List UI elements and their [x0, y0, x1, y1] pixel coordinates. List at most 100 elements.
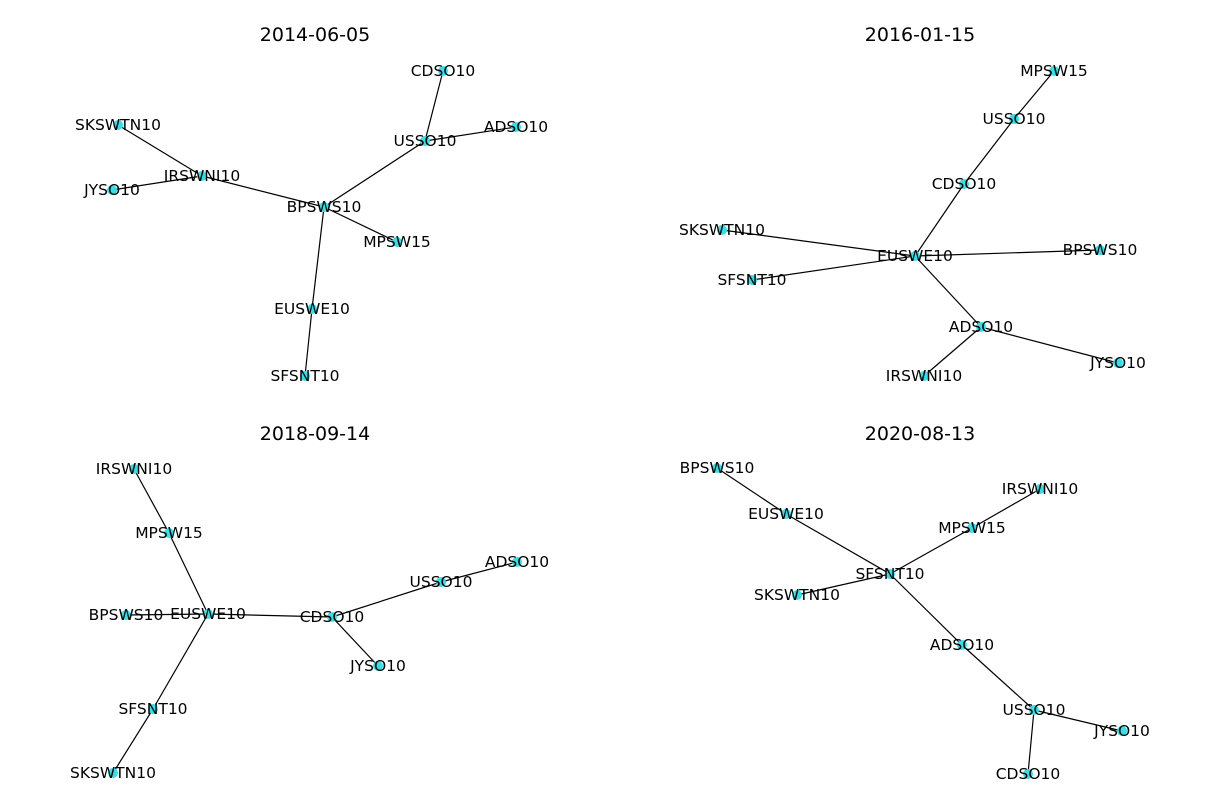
- node-dot: [712, 463, 722, 473]
- node-dot: [436, 577, 446, 587]
- node-label: ADSO10: [485, 553, 549, 571]
- node-dot: [792, 590, 802, 600]
- node-dot: [781, 509, 791, 519]
- node-label: ADSO10: [484, 118, 548, 136]
- node-euswe10: EUSWE10: [170, 605, 246, 623]
- node-skswtn10: SKSWTN10: [754, 586, 840, 604]
- node-usso10: USSO10: [394, 132, 457, 150]
- node-cdso10: CDSO10: [300, 608, 365, 626]
- node-dot: [300, 371, 310, 381]
- edge-adso10-usso10: [961, 644, 1035, 711]
- node-label: ADSO10: [930, 636, 994, 654]
- node-dot: [1035, 484, 1045, 494]
- node-label: CDSO10: [411, 62, 476, 80]
- node-jyso10: JYSO10: [1093, 722, 1150, 740]
- node-dot: [203, 609, 213, 619]
- edge-adso10-jyso10: [980, 326, 1119, 364]
- node-usso10: USSO10: [983, 110, 1046, 128]
- node-dot: [107, 185, 117, 195]
- node-label: BPSWS10: [287, 198, 362, 216]
- node-dot: [910, 251, 920, 261]
- node-dot: [511, 122, 521, 132]
- panel-title-1: 2014-06-05: [260, 24, 370, 46]
- node-cdso10: CDSO10: [932, 175, 997, 193]
- node-dot: [717, 225, 727, 235]
- edge-euswe10-sfsnt10: [304, 308, 313, 377]
- node-skswtn10: SKSWTN10: [75, 116, 161, 134]
- panel-title-2: 2016-01-15: [865, 24, 975, 46]
- node-dot: [1117, 726, 1127, 736]
- edge-bpsws10-mpsw15: [323, 206, 398, 243]
- node-label: CDSO10: [300, 608, 365, 626]
- edge-cdso10-usso10: [331, 581, 442, 618]
- node-dot: [967, 523, 977, 533]
- node-label: SKSWTN10: [754, 586, 840, 604]
- node-label: EUSWE10: [274, 300, 350, 318]
- node-adso10: ADSO10: [485, 553, 549, 571]
- node-label: USSO10: [983, 110, 1046, 128]
- edge-bpsws10-euswe10: [125, 613, 209, 616]
- node-label: MPSW15: [363, 233, 431, 251]
- node-dot: [438, 66, 448, 76]
- node-bpsws10: BPSWS10: [680, 459, 755, 477]
- node-irswni10: IRSWNI10: [1002, 480, 1078, 498]
- edge-sfsnt10-skswtn10: [112, 708, 154, 774]
- node-label: IRSWNI10: [1002, 480, 1078, 498]
- node-label: USSO10: [394, 132, 457, 150]
- edge-usso10-bpsws10: [323, 140, 426, 208]
- node-sfsnt10: SFSNT10: [118, 700, 187, 718]
- node-dot: [197, 171, 207, 181]
- node-label: EUSWE10: [170, 605, 246, 623]
- edge-usso10-cdso10: [963, 118, 1015, 185]
- node-label: IRSWNI10: [96, 460, 172, 478]
- node-dot: [373, 661, 383, 671]
- node-adso10: ADSO10: [949, 318, 1013, 336]
- node-dot: [420, 136, 430, 146]
- edges-layer: [111, 70, 1123, 775]
- node-dot: [1113, 358, 1123, 368]
- node-dot: [747, 275, 757, 285]
- node-label: MPSW15: [938, 519, 1006, 537]
- edge-bpsws10-euswe10: [716, 467, 787, 515]
- node-label: EUSWE10: [877, 247, 953, 265]
- node-label: SKSWTN10: [75, 116, 161, 134]
- node-cdso10: CDSO10: [411, 62, 476, 80]
- node-label: MPSW15: [135, 524, 203, 542]
- node-mpsw15: MPSW15: [363, 233, 431, 251]
- node-dot: [976, 322, 986, 332]
- node-jyso10: JYSO10: [349, 657, 406, 675]
- node-label: USSO10: [410, 573, 473, 591]
- node-label: USSO10: [1003, 701, 1066, 719]
- node-dot: [121, 610, 131, 620]
- edge-skswtn10-irswni10: [117, 124, 203, 177]
- node-label: JYSO10: [1093, 722, 1150, 740]
- node-label: ADSO10: [949, 318, 1013, 336]
- panel-title-3: 2018-09-14: [260, 423, 370, 445]
- node-dot: [957, 640, 967, 650]
- node-label: SKSWTN10: [679, 221, 765, 239]
- node-sfsnt10: SFSNT10: [270, 367, 339, 385]
- edge-cdso10-usso10: [424, 70, 444, 142]
- node-irswni10: IRSWNI10: [164, 167, 240, 185]
- node-label: JYSO10: [349, 657, 406, 675]
- edge-skswtn10-euswe10: [721, 229, 916, 257]
- node-mpsw15: MPSW15: [1020, 62, 1088, 80]
- node-dot: [307, 304, 317, 314]
- node-mpsw15: MPSW15: [938, 519, 1006, 537]
- node-dot: [148, 704, 158, 714]
- node-label: MPSW15: [1020, 62, 1088, 80]
- edge-euswe10-sfsnt10: [152, 613, 209, 710]
- edge-euswe10-adso10: [914, 255, 982, 328]
- node-adso10: ADSO10: [930, 636, 994, 654]
- node-mpsw15: MPSW15: [135, 524, 203, 542]
- node-label: SFSNT10: [717, 271, 786, 289]
- node-sfsnt10: SFSNT10: [717, 271, 786, 289]
- node-euswe10: EUSWE10: [274, 300, 350, 318]
- edge-euswe10-bpsws10: [914, 249, 1101, 257]
- node-irswni10: IRSWNI10: [886, 367, 962, 385]
- node-dot: [1049, 66, 1059, 76]
- node-bpsws10: BPSWS10: [89, 606, 164, 624]
- edge-irswni10-bpsws10: [201, 175, 325, 208]
- node-label: BPSWS10: [1063, 241, 1138, 259]
- node-dot: [319, 202, 329, 212]
